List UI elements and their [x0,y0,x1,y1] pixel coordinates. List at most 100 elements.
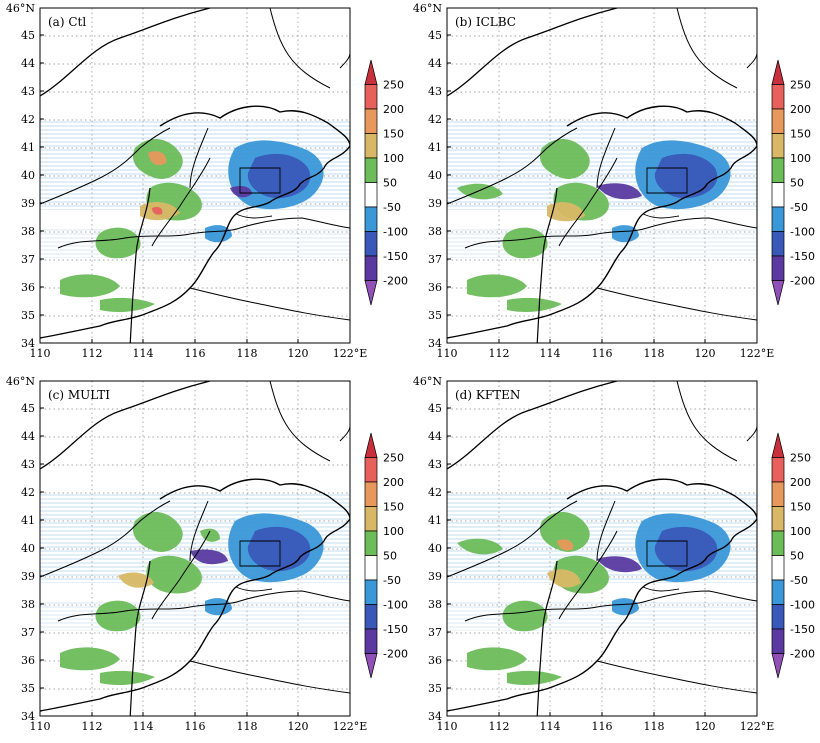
colorbar-segment [771,628,785,654]
colorbar: 250 200 150 100 50 -50 -100 -150 -200 [771,432,815,679]
y-tick-label: 44 [21,57,35,70]
panel-kften: (d) KFTEN 110 112 114 116 118 120 122°E 34 35 36 37… [413,375,815,733]
colorbar-level-label: -200 [790,648,815,661]
colorbar-level-label: -50 [383,201,401,214]
map-area [447,381,757,716]
colorbar-segment [771,457,785,483]
x-tick-label: 120 [695,720,716,733]
y-tick-label: 41 [428,141,442,154]
y-tick-label: 43 [21,85,35,98]
colorbar-segment [771,182,785,208]
colorbar-level-label: 150 [383,128,404,141]
y-tick-label: 37 [21,253,35,266]
colorbar-level-label: -150 [790,250,815,263]
colorbar-level-label: -50 [790,574,808,587]
field-contour [597,183,642,200]
y-tick-label: 40 [428,169,442,182]
y-tick-label: 45 [21,402,35,415]
field-contour [132,511,183,552]
y-tick-label: 34 [21,710,35,723]
field-contour [547,202,585,222]
colorbar-segment [364,481,378,507]
field-contour [118,572,154,588]
colorbar-level-label: 200 [383,103,404,116]
colorbar-level-label: -150 [383,250,408,263]
colorbar-level-label: -50 [790,201,808,214]
y-tick-label: 34 [428,710,442,723]
x-tick-label: 114 [133,347,154,360]
colorbar-level-label: -100 [383,599,408,612]
y-tick-label: 35 [428,682,442,695]
x-tick-label: 112 [489,720,510,733]
field-contour [60,647,120,671]
colorbar-segment [771,579,785,605]
y-tick-label: 46°N [6,2,35,15]
x-tick-label: 110 [30,347,51,360]
x-tick-label: 120 [288,347,309,360]
field-contour [539,138,590,179]
y-tick-label: 35 [21,682,35,695]
field-contour [507,297,562,312]
field-contour [557,539,574,551]
y-tick-label: 39 [428,197,442,210]
y-tick-label: 40 [428,542,442,555]
colorbar-segment [364,555,378,581]
colorbar-segment [364,579,378,605]
field-contour [146,555,202,594]
y-tick-label: 45 [21,29,35,42]
y-tick-label: 39 [21,570,35,583]
colorbar-segment [364,457,378,483]
colorbar-segment [364,506,378,532]
colorbar-top-arrow [771,432,785,458]
colorbar-level-label: 50 [790,177,804,190]
field-contour [612,225,639,243]
field-contour [502,600,548,632]
colorbar-level-label: 150 [790,128,811,141]
x-tick-label: 122°E [333,347,368,360]
panel-ctl: (a) Ctl 110 112 114 116 118 120 122°E 34 35 36 37 38… [6,2,408,360]
field-contour [205,225,232,243]
field-contour [247,526,311,572]
colorbar-level-label: 250 [790,79,811,92]
colorbar-level-label: -100 [383,226,408,239]
y-tick-label: 36 [428,281,442,294]
x-tick-label: 116 [185,720,206,733]
colorbar-segment [771,133,785,159]
field-contour [467,274,527,298]
field-contour [205,598,232,616]
colorbar-level-label: -200 [383,275,408,288]
colorbar-segment [364,133,378,159]
colorbar-level-label: 250 [383,79,404,92]
field-contour [597,556,642,573]
colorbar-level-label: -200 [383,648,408,661]
colorbar-segment [771,84,785,110]
colorbar-segment [364,255,378,281]
colorbar-segment [364,182,378,208]
y-tick-label: 40 [21,542,35,555]
colorbar-segment [771,255,785,281]
x-tick-label: 118 [237,720,258,733]
colorbar: 250 200 150 100 50 -50 -100 -150 -200 [364,59,408,306]
colorbar-level-label: 200 [790,476,811,489]
y-tick-label: 40 [21,169,35,182]
y-tick-label: 42 [21,486,35,499]
x-tick-label: 110 [437,347,458,360]
y-tick-label: 46°N [6,375,35,388]
y-tick-label: 37 [21,626,35,639]
colorbar-bottom-arrow [771,653,785,679]
map-area [447,8,757,343]
panel-multi: (c) MULTI 110 112 114 116 118 120 122°E 34 35 36 37… [6,375,408,733]
colorbar-segment [364,604,378,630]
field-contour [467,647,527,671]
y-tick-label: 38 [428,225,442,238]
field-contour [457,538,503,555]
x-tick-label: 122°E [740,347,775,360]
x-tick-label: 112 [489,347,510,360]
y-tick-label: 38 [21,598,35,611]
colorbar-segment [364,530,378,556]
colorbar-segment [364,84,378,110]
field-contour [148,151,167,166]
colorbar-level-label: -150 [383,623,408,636]
y-tick-label: 42 [428,113,442,126]
